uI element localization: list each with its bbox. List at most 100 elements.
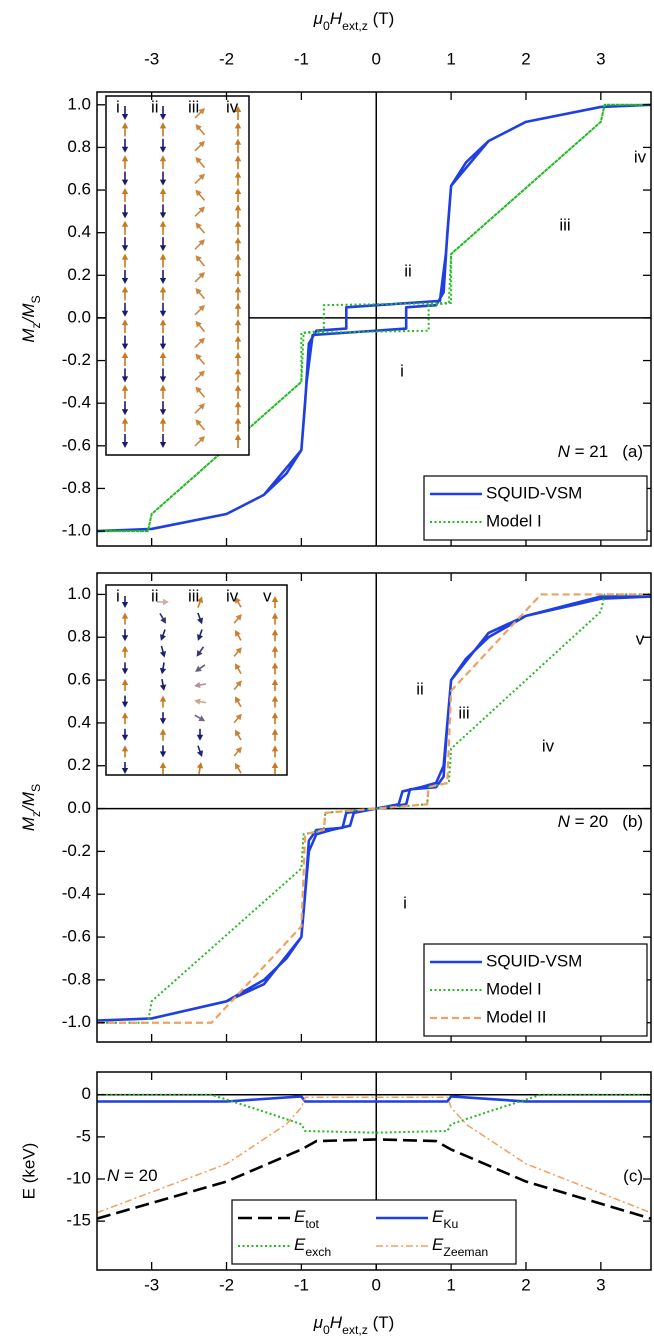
n-value: = 20 [119,1166,157,1185]
spin-arrow-head [198,239,205,246]
spin-arrow-head [159,188,167,194]
inset-box [105,584,288,776]
annotation: iv [542,736,555,755]
spin-arrow-head [234,138,242,145]
label-part: μ [313,9,324,28]
inset-label: iv [226,586,239,605]
spin-arrow-head [195,124,202,131]
spin-arrow-head [159,220,167,227]
inset-label: v [263,586,272,605]
spin-arrow-head [121,417,129,424]
y-tick-label: -0.2 [62,841,91,860]
spin-arrow-head [121,409,129,416]
y-tick-label: 0.8 [67,137,91,156]
series-line [97,1095,651,1103]
y-tick-label: 0.8 [67,627,91,646]
spin-arrow-head [234,302,242,309]
spin-arrow-head [159,245,167,252]
spin-arrow-head [121,645,129,652]
legend-label: EZeeman [432,1235,488,1259]
series-line [97,595,651,1022]
y-tick-label: 0.4 [67,712,91,731]
spin-arrow-head [196,762,204,769]
spin-arrow-head [195,222,202,230]
legend-box [231,1199,517,1265]
label-part: H [330,9,343,28]
x-axis-label: μ0Hext,z (T) [313,9,395,33]
panel-label: N = 21 (a) [558,442,643,461]
spin-arrow-head [159,286,167,293]
spin-arrow-head [160,617,166,624]
spin-arrow-head [159,409,167,416]
spin-arrow-head [198,436,205,443]
spin-arrow-head [234,335,242,342]
x-tick-label: 1 [446,1275,455,1294]
spin-arrow-head [194,681,201,689]
spin-arrow-head [121,286,129,293]
plot-frame [96,1071,652,1271]
spin-arrow-head [271,629,279,636]
x-tick-label: 2 [521,1275,530,1294]
label-part: E [432,1235,444,1254]
spin-arrow-head [234,434,242,440]
spin-arrow-head [235,663,241,670]
spin-arrow-head [235,647,242,654]
annotation: iii [458,703,469,722]
spin-arrow-head [121,679,129,685]
spin-arrow-head [235,762,241,770]
spin-arrow-head [159,343,167,350]
spin-arrow-head [121,712,129,719]
y-tick-label: -0.6 [62,435,91,454]
series-line [97,103,651,533]
spin-arrow-head [159,310,167,317]
spin-arrow-head [234,188,242,194]
spin-arrow-head [198,337,205,345]
spin-arrow-head [121,220,129,227]
spin-arrow-head [235,729,241,737]
spin-arrow-head [235,680,242,688]
spin-arrow-head [198,272,205,279]
x-tick-label: -2 [219,49,234,68]
y-tick-label: 0.0 [67,798,91,817]
spin-arrow-head [121,768,129,774]
spin-arrow-head [121,253,129,260]
label-part: (T) [368,1313,394,1332]
spin-arrow-head [196,596,204,604]
label-part: M [19,816,38,831]
spin-arrow-head [159,728,167,735]
y-axis-label: E (keV) [19,1143,38,1200]
plot-frame [96,572,652,1043]
panel-tag: (b) [622,812,643,831]
spin-arrow-head [159,114,167,120]
label-part: /M [19,303,38,324]
y-axis-label: Mz/MS [19,784,43,831]
inset-label: iv [226,97,239,116]
y-tick-label: 0.2 [67,265,91,284]
x-tick-label: 0 [372,49,381,68]
spin-arrow-head [271,745,279,752]
spin-arrow-head [121,188,129,194]
spin-arrow-head [195,353,202,361]
spin-arrow-head [159,146,167,153]
x-tick-label: 3 [596,1275,605,1294]
spin-arrow-head [121,319,129,326]
spin-arrow-head [198,140,205,148]
spin-arrow-head [159,718,167,725]
label-part: E [294,1207,306,1226]
spin-arrow-head [121,122,129,129]
y-tick-label: -0.8 [62,969,91,988]
spin-arrow-head [159,442,167,448]
y-tick-label: -15 [66,1211,91,1230]
series-line [97,593,651,1024]
spin-arrow-head [121,114,129,120]
spin-arrow-head [234,237,242,244]
spin-arrow-head [198,370,205,377]
label-part: tot [305,1217,319,1231]
spin-arrow-head [121,612,129,619]
series-line [97,103,651,533]
y-tick-label: 0.0 [67,307,91,326]
spin-arrow-head [234,401,242,408]
spin-arrow-head [195,255,202,262]
spin-arrow-head [121,635,129,642]
